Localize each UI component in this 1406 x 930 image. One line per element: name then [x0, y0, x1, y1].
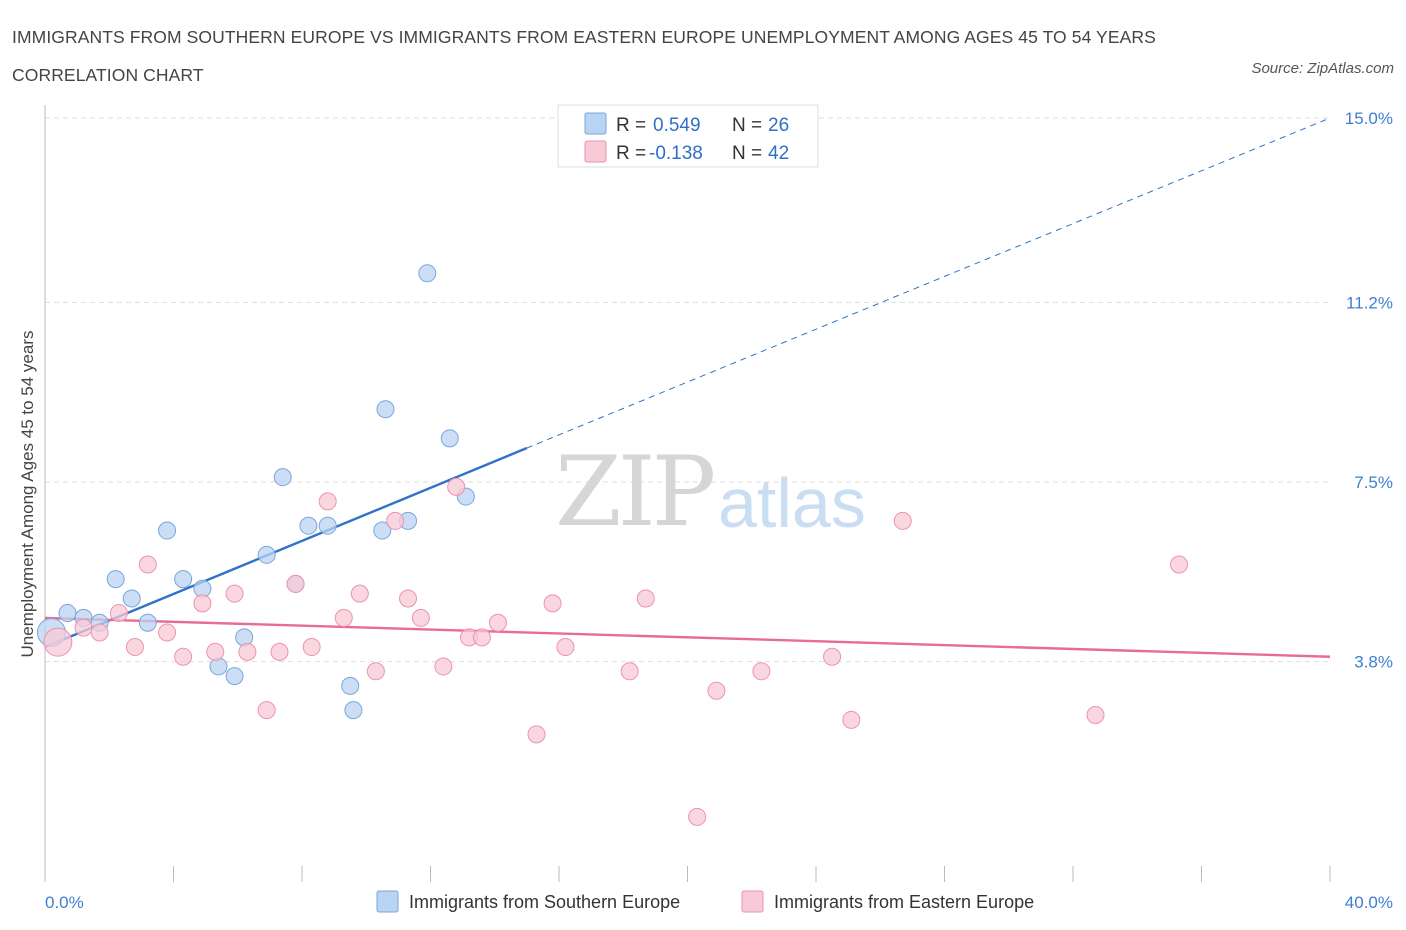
point-eastern-europe — [434, 657, 453, 676]
legend-n-label-eastern: N = — [732, 143, 762, 164]
x-tick-label-max: 40.0% — [1345, 893, 1393, 912]
point-eastern-europe — [125, 638, 144, 657]
point-southern-europe — [225, 667, 244, 686]
x-tick-label-min: 0.0% — [45, 893, 84, 912]
point-southern-europe — [58, 604, 77, 623]
point-southern-europe — [440, 429, 459, 448]
x-axis-tick-labels: 0.0% 40.0% — [45, 893, 1393, 912]
point-southern-europe — [344, 701, 363, 720]
point-eastern-europe — [138, 555, 157, 574]
point-eastern-europe — [206, 642, 225, 661]
point-eastern-europe — [286, 574, 305, 593]
stats-legend: R = 0.549 N = 26 R = -0.138 N = 42 — [557, 104, 819, 168]
point-eastern-europe — [302, 638, 321, 657]
data-points — [36, 264, 1189, 826]
y-tick-label: 15.0% — [1345, 109, 1393, 128]
point-southern-europe — [318, 516, 337, 535]
y-axis-title: Unemployment Among Ages 45 to 54 years — [18, 331, 37, 658]
point-eastern-europe — [842, 710, 861, 729]
point-southern-europe — [174, 570, 193, 589]
point-eastern-europe — [366, 662, 385, 681]
point-eastern-europe — [350, 584, 369, 603]
point-eastern-europe — [174, 647, 193, 666]
legend-n-value-eastern: 42 — [768, 143, 789, 164]
y-tick-label: 3.8% — [1354, 653, 1393, 672]
point-eastern-europe — [823, 647, 842, 666]
point-eastern-europe — [399, 589, 418, 608]
point-southern-europe — [341, 676, 360, 695]
point-southern-europe — [273, 468, 292, 487]
point-eastern-europe — [411, 608, 430, 627]
point-southern-europe — [106, 570, 125, 589]
point-eastern-europe — [1170, 555, 1189, 574]
legend-n-label-southern: N = — [732, 115, 762, 136]
trend-line-eastern-europe — [44, 616, 1331, 658]
point-eastern-europe — [238, 642, 257, 661]
trend-line-southern-europe-projection — [526, 117, 1331, 449]
point-southern-europe — [373, 521, 392, 540]
point-eastern-europe — [543, 594, 562, 613]
trend-lines — [44, 117, 1331, 658]
point-eastern-europe — [318, 492, 337, 511]
point-southern-europe — [376, 400, 395, 419]
point-eastern-europe — [488, 613, 507, 632]
point-eastern-europe — [386, 511, 405, 530]
bottom-legend-swatch-eastern — [741, 890, 764, 913]
point-eastern-europe — [893, 511, 912, 530]
point-southern-europe — [257, 545, 276, 564]
legend-swatch-southern — [584, 112, 607, 135]
legend-swatch-eastern — [584, 140, 607, 163]
watermark-atlas: atlas — [718, 464, 866, 542]
bottom-legend-label-southern: Immigrants from Southern Europe — [409, 892, 680, 912]
chart-source: Source: ZipAtlas.com — [1251, 60, 1394, 77]
series-legend: Immigrants from Southern Europe Immigran… — [376, 890, 1034, 913]
y-tick-label: 11.2% — [1346, 293, 1393, 312]
point-eastern-europe — [620, 662, 639, 681]
watermark: ZIP atlas — [555, 436, 866, 548]
point-eastern-europe — [1086, 705, 1105, 724]
point-eastern-europe — [447, 477, 466, 496]
point-eastern-europe — [270, 642, 289, 661]
point-southern-europe — [158, 521, 177, 540]
point-eastern-europe — [225, 584, 244, 603]
y-tick-label: 7.5% — [1354, 473, 1393, 492]
point-eastern-europe — [556, 638, 575, 657]
point-eastern-europe — [74, 618, 93, 637]
legend-r-value-southern: 0.549 — [653, 115, 701, 136]
point-eastern-europe — [527, 725, 546, 744]
chart-title: IMMIGRANTS FROM SOUTHERN EUROPE VS IMMIG… — [12, 27, 1156, 85]
y-axis-tick-labels: 3.8% 7.5% 11.2% 15.0% — [1345, 109, 1393, 672]
legend-n-value-southern: 26 — [768, 115, 789, 136]
point-southern-europe — [235, 628, 254, 647]
point-eastern-europe — [636, 589, 655, 608]
point-eastern-europe — [688, 807, 707, 826]
watermark-zip: ZIP — [555, 436, 714, 548]
point-eastern-europe — [257, 701, 276, 720]
point-eastern-europe — [90, 623, 109, 642]
point-eastern-europe — [752, 662, 771, 681]
legend-r-label-eastern: R = — [616, 143, 646, 164]
point-eastern-europe — [472, 628, 491, 647]
point-eastern-europe — [193, 594, 212, 613]
bottom-legend-label-eastern: Immigrants from Eastern Europe — [774, 892, 1034, 912]
point-eastern-europe — [334, 608, 353, 627]
point-eastern-europe — [707, 681, 726, 700]
legend-r-value-eastern: -0.138 — [649, 143, 703, 164]
point-southern-europe — [299, 516, 318, 535]
point-eastern-europe — [109, 604, 128, 623]
point-southern-europe — [138, 613, 157, 632]
gridlines — [45, 117, 1330, 663]
point-eastern-europe — [158, 623, 177, 642]
axes — [44, 105, 1331, 882]
point-southern-europe — [209, 657, 228, 676]
point-eastern-europe — [43, 627, 73, 657]
point-southern-europe — [418, 264, 437, 283]
point-southern-europe — [122, 589, 141, 608]
legend-r-label-southern: R = — [616, 115, 646, 136]
bottom-legend-swatch-southern — [376, 890, 399, 913]
